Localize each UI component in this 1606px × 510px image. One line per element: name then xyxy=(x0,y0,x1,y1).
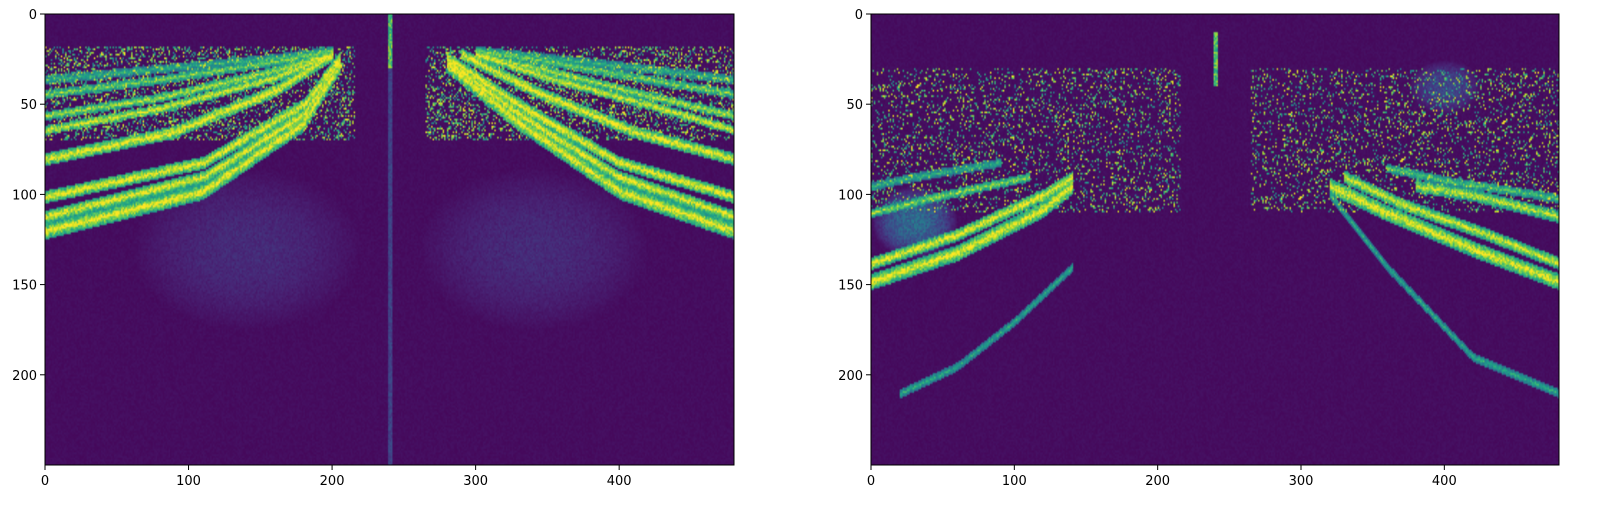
panel-right: 0 100 200 300 400 0 50 100 150 200 xyxy=(838,8,1560,489)
y-tick-label-right-200: 200 xyxy=(838,369,863,384)
x-tick-label-left-400: 400 xyxy=(607,474,632,489)
x-tick-label-right-400: 400 xyxy=(1432,474,1457,489)
x-tick-label-left-0: 0 xyxy=(41,474,49,489)
axes-frame-right xyxy=(870,13,1560,466)
y-tick-label-left-200: 200 xyxy=(12,369,37,384)
x-tick-label-left-300: 300 xyxy=(463,474,488,489)
y-tick-label-right-0: 0 xyxy=(855,8,863,23)
x-tick-label-left-200: 200 xyxy=(320,474,345,489)
y-tick-label-left-50: 50 xyxy=(20,98,37,113)
y-tick-label-left-100: 100 xyxy=(12,188,37,203)
x-tick-label-right-300: 300 xyxy=(1289,474,1314,489)
ticks-right: 0 100 200 300 400 0 50 100 150 200 xyxy=(838,8,1457,489)
x-tick-label-right-0: 0 xyxy=(867,474,875,489)
ticks-left: 0 100 200 300 400 0 50 100 150 200 xyxy=(12,8,631,489)
y-tick-label-left-0: 0 xyxy=(29,8,37,23)
axes-frame-left xyxy=(44,13,735,466)
y-tick-label-left-150: 150 xyxy=(12,279,37,294)
y-tick-label-right-150: 150 xyxy=(838,279,863,294)
x-tick-label-right-200: 200 xyxy=(1145,474,1170,489)
heatmap-image-right xyxy=(871,14,1559,465)
x-tick-label-left-100: 100 xyxy=(176,474,201,489)
y-tick-label-right-100: 100 xyxy=(838,188,863,203)
y-tick-label-right-50: 50 xyxy=(846,98,863,113)
panel-left: 0 100 200 300 400 0 50 100 150 200 xyxy=(12,8,735,489)
heatmap-image-left xyxy=(45,14,734,465)
x-tick-label-right-100: 100 xyxy=(1002,474,1027,489)
